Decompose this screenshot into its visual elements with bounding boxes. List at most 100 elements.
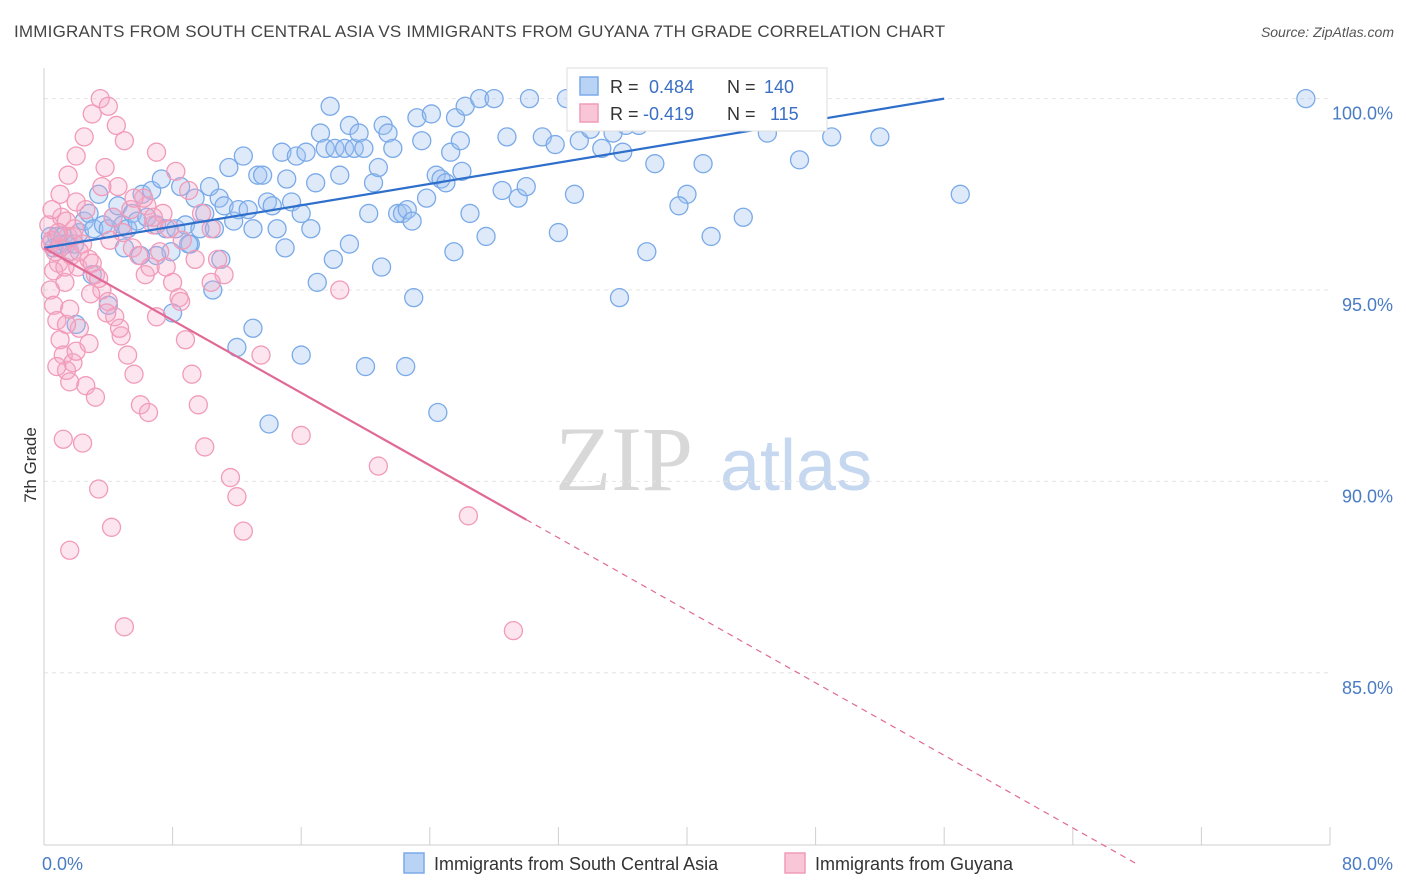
data-point-guyana (98, 96, 118, 116)
data-point-south-central-asia (701, 226, 721, 247)
data-point-south-central-asia (1296, 88, 1316, 109)
stats-swatch-pink (579, 103, 599, 123)
data-point-guyana (85, 387, 106, 407)
data-point-guyana (188, 395, 208, 415)
data-point-guyana (48, 222, 69, 243)
data-point-guyana (47, 356, 67, 377)
data-point-south-central-asia (637, 242, 657, 262)
legend-label-blue: Immigrants from South Central Asia (434, 854, 719, 874)
data-point-guyana (233, 521, 253, 541)
stats-r-label-pink: R = (610, 104, 639, 124)
data-point-south-central-asia (519, 88, 540, 109)
data-point-south-central-asia (323, 249, 344, 270)
data-point-south-central-asia (402, 211, 422, 231)
data-point-guyana (100, 230, 120, 250)
data-point-south-central-asia (516, 177, 536, 197)
data-point-guyana (201, 272, 221, 292)
y-axis-title: 7th Grade (21, 427, 40, 503)
data-point-guyana (166, 161, 186, 181)
data-point-guyana (66, 192, 86, 212)
data-point-guyana (42, 199, 62, 220)
watermark-atlas: atlas (720, 426, 872, 506)
series-guyana (39, 88, 524, 641)
data-point-guyana (90, 88, 110, 109)
data-point-south-central-asia (259, 414, 279, 434)
data-point-guyana (143, 207, 163, 227)
chart-title: IMMIGRANTS FROM SOUTH CENTRAL ASIA VS IM… (14, 22, 946, 41)
data-point-guyana (330, 280, 350, 300)
data-point-guyana (63, 353, 83, 373)
data-point-guyana (124, 364, 144, 384)
data-point-south-central-asia (190, 219, 210, 239)
data-point-south-central-asia (307, 272, 327, 292)
data-point-guyana (97, 303, 117, 323)
data-point-guyana (74, 127, 94, 147)
data-point-south-central-asia (296, 142, 316, 162)
data-point-south-central-asia (412, 131, 432, 151)
legend: Immigrants from South Central Asia Immig… (403, 852, 1014, 874)
data-point-south-central-asia (870, 127, 890, 147)
data-point-south-central-asia (669, 196, 689, 216)
stats-box-frame (566, 67, 828, 132)
data-point-south-central-asia (476, 226, 496, 247)
data-point-guyana (146, 142, 167, 162)
data-point-south-central-asia (252, 165, 273, 185)
data-point-guyana (227, 487, 247, 507)
data-point-south-central-asia (275, 238, 295, 258)
data-point-south-central-asia (950, 184, 970, 204)
data-point-guyana (101, 517, 122, 537)
data-point-south-central-asia (789, 150, 810, 170)
data-point-guyana (172, 230, 192, 250)
data-point-south-central-asia (243, 318, 263, 338)
data-point-guyana (43, 261, 64, 281)
data-point-guyana (40, 280, 61, 300)
data-point-guyana (106, 115, 126, 136)
data-point-south-central-asia (469, 88, 490, 109)
data-point-south-central-asia (306, 173, 326, 193)
data-point-south-central-asia (286, 146, 307, 166)
legend-swatch-pink (784, 852, 806, 874)
data-point-south-central-asia (137, 207, 157, 227)
data-point-guyana (122, 238, 143, 258)
data-point-south-central-asia (233, 146, 253, 166)
data-point-south-central-asia (492, 180, 512, 201)
data-point-south-central-asia (383, 138, 403, 159)
data-point-south-central-asia (822, 127, 842, 147)
data-point-south-central-asia (452, 161, 472, 181)
data-point-south-central-asia (609, 288, 630, 308)
stats-swatch-blue (579, 76, 599, 96)
data-point-south-central-asia (354, 138, 374, 159)
y-tick-label: 95.0% (1342, 295, 1393, 315)
data-point-guyana (56, 360, 77, 381)
data-point-guyana (76, 199, 96, 220)
data-point-guyana (251, 345, 271, 365)
data-point-south-central-asia (272, 142, 292, 162)
stats-r-label-blue: R = (610, 77, 639, 97)
data-point-guyana (129, 245, 149, 266)
data-point-south-central-asia (248, 165, 268, 185)
data-point-south-central-asia (733, 207, 753, 227)
x-tick-label-max: 80.0% (1342, 854, 1393, 874)
data-point-guyana (60, 299, 80, 319)
data-point-south-central-asia (161, 242, 181, 262)
stats-n-value-pink: 115 (770, 104, 799, 124)
data-point-south-central-asia (444, 242, 464, 262)
data-point-guyana (124, 188, 144, 208)
data-point-south-central-asia (397, 199, 417, 220)
data-point-south-central-asia (349, 123, 369, 143)
data-point-guyana (72, 433, 93, 453)
data-point-south-central-asia (592, 138, 612, 159)
data-point-guyana (114, 131, 135, 151)
data-point-south-central-asia (243, 219, 263, 239)
data-point-south-central-asia (359, 203, 379, 224)
data-point-guyana (66, 146, 86, 166)
data-point-south-central-asia (219, 157, 239, 178)
data-point-south-central-asia (127, 211, 147, 231)
data-point-guyana (130, 395, 151, 415)
legend-label-pink: Immigrants from Guyana (815, 854, 1014, 874)
data-point-south-central-asia (548, 222, 569, 243)
data-point-south-central-asia (310, 123, 331, 143)
data-point-guyana (140, 257, 160, 277)
data-point-guyana (185, 249, 205, 270)
data-point-south-central-asia (564, 184, 585, 204)
